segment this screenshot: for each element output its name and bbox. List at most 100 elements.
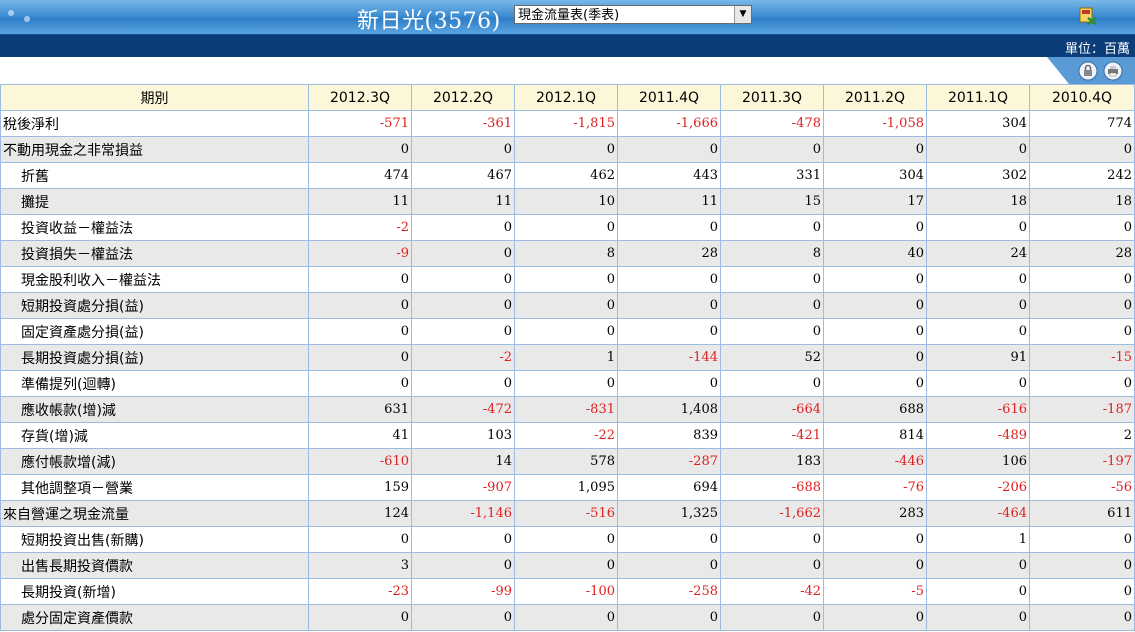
- row-label: 出售長期投資價款: [0, 552, 309, 579]
- value-cell: -144: [617, 344, 721, 371]
- value-cell: 0: [1029, 552, 1135, 579]
- value-cell: -472: [411, 396, 515, 423]
- value-cell: 3: [308, 552, 412, 579]
- export-excel-icon[interactable]: [1078, 6, 1098, 26]
- value-cell: 0: [926, 136, 1030, 163]
- value-cell: 0: [308, 370, 412, 397]
- value-cell: -616: [926, 396, 1030, 423]
- period-column-header: 2012.3Q: [308, 84, 412, 111]
- row-label: 處分固定資產價款: [0, 604, 309, 631]
- period-column-header: 2011.4Q: [617, 84, 721, 111]
- value-cell: 124: [308, 500, 412, 527]
- value-cell: 0: [308, 136, 412, 163]
- value-cell: 0: [720, 526, 824, 553]
- value-cell: 0: [411, 370, 515, 397]
- value-cell: 0: [1029, 292, 1135, 319]
- value-cell: 0: [926, 214, 1030, 241]
- value-cell: 0: [617, 370, 721, 397]
- value-cell: 18: [926, 188, 1030, 215]
- row-label: 短期投資出售(新購): [0, 526, 309, 553]
- period-column-header: 2012.1Q: [514, 84, 618, 111]
- value-cell: 694: [617, 474, 721, 501]
- value-cell: 0: [617, 526, 721, 553]
- table-row: 長期投資處分損(益) 0 -2 1 -144 52 0 91 -15: [0, 344, 1135, 371]
- value-cell: 0: [514, 370, 618, 397]
- table-row: 出售長期投資價款 3 0 0 0 0 0 0 0: [0, 552, 1135, 579]
- value-cell: -1,815: [514, 110, 618, 137]
- value-cell: 0: [411, 552, 515, 579]
- value-cell: -197: [1029, 448, 1135, 475]
- value-cell: 1,325: [617, 500, 721, 527]
- chevron-down-icon[interactable]: ▼: [734, 6, 751, 23]
- value-cell: 0: [308, 266, 412, 293]
- value-cell: -361: [411, 110, 515, 137]
- period-column-header: 2011.3Q: [720, 84, 824, 111]
- row-label: 折舊: [0, 162, 309, 189]
- row-label: 不動用現金之非常損益: [0, 136, 309, 163]
- decor-dot: [24, 16, 30, 22]
- value-cell: -664: [720, 396, 824, 423]
- value-cell: 0: [823, 604, 927, 631]
- table-row: 投資收益－權益法 -2 0 0 0 0 0 0 0: [0, 214, 1135, 241]
- value-cell: 0: [514, 266, 618, 293]
- value-cell: 24: [926, 240, 1030, 267]
- value-cell: 0: [411, 318, 515, 345]
- value-cell: 304: [823, 162, 927, 189]
- value-cell: 0: [514, 292, 618, 319]
- value-cell: 631: [308, 396, 412, 423]
- table-row: 應付帳款增(減) -610 14 578 -287 183 -446 106 -197: [0, 448, 1135, 475]
- table-row: 折舊 474 467 462 443 331 304 302 242: [0, 162, 1135, 189]
- value-cell: 0: [720, 214, 824, 241]
- value-cell: 52: [720, 344, 824, 371]
- value-cell: -187: [1029, 396, 1135, 423]
- value-cell: 0: [411, 604, 515, 631]
- stock-title: 新日光(3576): [357, 9, 501, 34]
- lock-icon[interactable]: [1078, 61, 1098, 81]
- table-row: 應收帳款(增)減 631 -472 -831 1,408 -664 688 -616 -187: [0, 396, 1135, 423]
- value-cell: -287: [617, 448, 721, 475]
- value-cell: -9: [308, 240, 412, 267]
- row-label: 來自營運之現金流量: [0, 500, 309, 527]
- value-cell: -464: [926, 500, 1030, 527]
- value-cell: 1,095: [514, 474, 618, 501]
- value-cell: 0: [720, 266, 824, 293]
- value-cell: 0: [411, 292, 515, 319]
- value-cell: 0: [411, 136, 515, 163]
- value-cell: 0: [926, 552, 1030, 579]
- table-row: 準備提列(迴轉) 0 0 0 0 0 0 0 0: [0, 370, 1135, 397]
- value-cell: -478: [720, 110, 824, 137]
- value-cell: 0: [1029, 266, 1135, 293]
- value-cell: 1: [514, 344, 618, 371]
- table-row: 固定資產處分損(益) 0 0 0 0 0 0 0 0: [0, 318, 1135, 345]
- value-cell: 242: [1029, 162, 1135, 189]
- table-row: 攤提 11 11 10 11 15 17 18 18: [0, 188, 1135, 215]
- table-row: 長期投資(新增) -23 -99 -100 -258 -42 -5 0 0: [0, 578, 1135, 605]
- value-cell: 331: [720, 162, 824, 189]
- value-cell: 0: [617, 292, 721, 319]
- value-cell: -1,666: [617, 110, 721, 137]
- decor-dot: [8, 10, 14, 16]
- value-cell: 8: [720, 240, 824, 267]
- report-type-select[interactable]: 現金流量表(季表) ▼: [514, 5, 752, 24]
- value-cell: 0: [926, 578, 1030, 605]
- value-cell: 0: [411, 240, 515, 267]
- value-cell: 0: [617, 266, 721, 293]
- value-cell: 0: [308, 344, 412, 371]
- value-cell: 18: [1029, 188, 1135, 215]
- value-cell: 28: [1029, 240, 1135, 267]
- value-cell: 1,408: [617, 396, 721, 423]
- value-cell: -22: [514, 422, 618, 449]
- value-cell: -76: [823, 474, 927, 501]
- table-row: 不動用現金之非常損益 0 0 0 0 0 0 0 0: [0, 136, 1135, 163]
- value-cell: 0: [720, 318, 824, 345]
- value-cell: 11: [411, 188, 515, 215]
- period-column-header: 2012.2Q: [411, 84, 515, 111]
- value-cell: 774: [1029, 110, 1135, 137]
- title-bar: 新日光(3576) 現金流量表(季表) ▼: [0, 0, 1135, 35]
- value-cell: 0: [514, 136, 618, 163]
- value-cell: -516: [514, 500, 618, 527]
- value-cell: 839: [617, 422, 721, 449]
- print-icon[interactable]: [1103, 61, 1123, 81]
- value-cell: -206: [926, 474, 1030, 501]
- value-cell: -5: [823, 578, 927, 605]
